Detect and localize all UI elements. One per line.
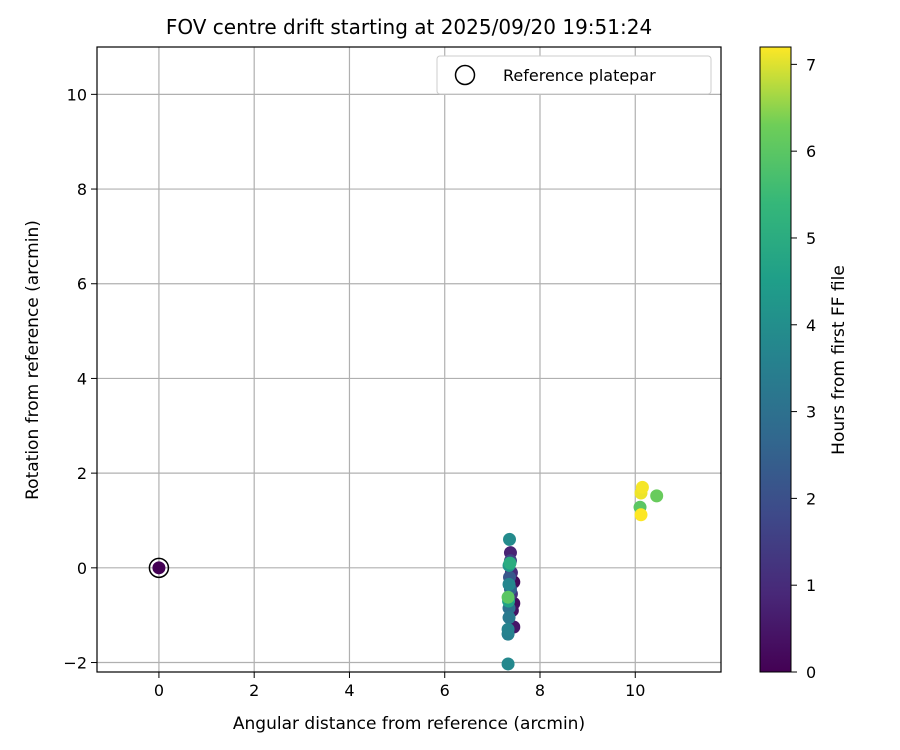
y-axis-label: Rotation from reference (arcmin) (23, 220, 43, 500)
data-point (503, 532, 517, 546)
y-tick-label: 6 (77, 275, 87, 294)
y-tick-label: 4 (77, 369, 87, 388)
data-point (650, 489, 664, 503)
y-tick-label: −2 (63, 654, 87, 673)
colorbar-tick-label: 2 (806, 489, 816, 508)
colorbar-tick-label: 0 (806, 663, 816, 682)
x-tick-label: 6 (440, 681, 450, 700)
y-tick-label: 0 (77, 559, 87, 578)
data-point (634, 508, 648, 522)
x-axis-label: Angular distance from reference (arcmin) (233, 714, 585, 734)
data-point (501, 590, 515, 604)
x-tick-label: 4 (344, 681, 354, 700)
reference-platepar-marker (148, 557, 170, 579)
data-point (152, 561, 166, 575)
x-tick-label: 2 (249, 681, 259, 700)
colorbar-tick-label: 3 (806, 403, 816, 422)
chart-title: FOV centre drift starting at 2025/09/20 … (166, 15, 652, 39)
grid (97, 47, 721, 672)
colorbar: 0 1 2 3 4 5 6 7 Hours from first FF file (759, 46, 849, 682)
y-tick-label: 10 (67, 85, 87, 104)
x-tick-label: 10 (625, 681, 645, 700)
data-point (501, 657, 515, 671)
plot-frame (96, 46, 722, 673)
data-points (148, 480, 664, 671)
legend-marker-icon (454, 64, 476, 86)
colorbar-tick-label: 6 (806, 142, 816, 161)
x-tick-label: 0 (154, 681, 164, 700)
colorbar-tick-label: 4 (806, 316, 816, 335)
legend-box (436, 55, 712, 95)
data-point (503, 556, 517, 570)
data-point (635, 480, 649, 494)
y-tick-label: 8 (77, 180, 87, 199)
data-point (502, 577, 516, 591)
legend-label: Reference platepar (503, 66, 656, 85)
x-tick-label: 8 (535, 681, 545, 700)
data-point (502, 611, 516, 625)
colorbar-tick-label: 7 (806, 55, 816, 74)
colorbar-ticks: 0 1 2 3 4 5 6 7 (791, 55, 816, 682)
colorbar-gradient (759, 46, 792, 673)
y-tick-label: 2 (77, 464, 87, 483)
colorbar-label: Hours from first FF file (829, 265, 849, 455)
colorbar-tick-label: 1 (806, 576, 816, 595)
axis-ticks: 0 2 4 6 8 10 −2 0 2 4 6 8 10 (63, 85, 645, 700)
data-point (501, 622, 515, 636)
legend: Reference platepar (436, 55, 712, 95)
colorbar-tick-label: 5 (806, 229, 816, 248)
